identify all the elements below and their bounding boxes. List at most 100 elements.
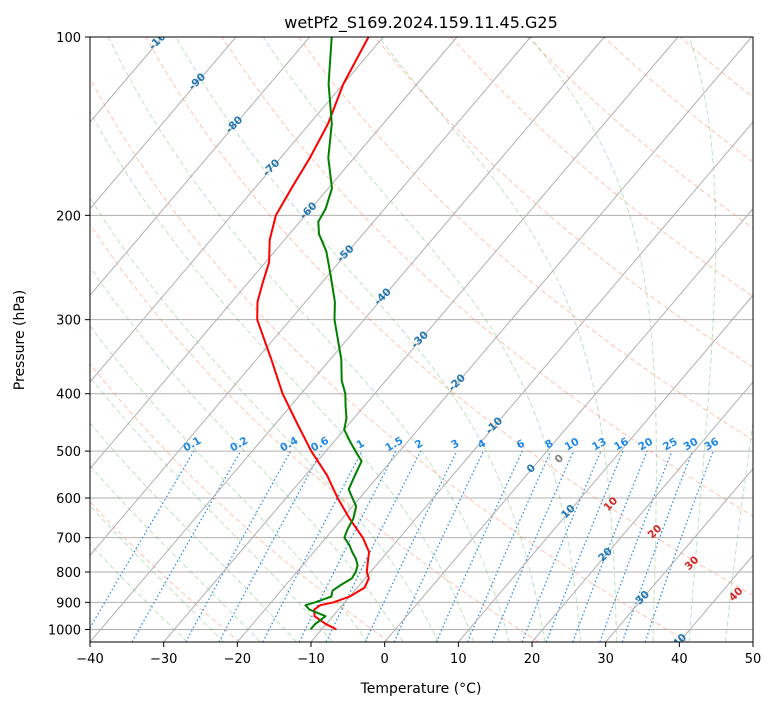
- mixing-ratio-line: [262, 450, 363, 642]
- x-tick-label: 30: [597, 652, 614, 667]
- isotherm-line: [90, 37, 531, 557]
- y-axis-ticks: 100 200 300 400 500 600 700 800 900 1000: [48, 31, 90, 638]
- dry-adiabat-line: [221, 37, 753, 517]
- moist-adiabat-line: [107, 37, 510, 642]
- moist-adiabat-line: [90, 543, 188, 642]
- mixing-ratio-line: [572, 450, 648, 642]
- moist-adiabat-line: [725, 418, 753, 642]
- y-tick-label: 400: [56, 388, 81, 403]
- isotherm-label: -100: [147, 25, 174, 52]
- moist-adiabat-line: [90, 504, 225, 642]
- mixing-ratio-line: [644, 450, 714, 642]
- mixing-ratio-line: [435, 450, 523, 642]
- mixing-ratio-line: [491, 450, 575, 642]
- moist-adiabat-label: 0: [553, 452, 567, 466]
- y-tick-label: 700: [56, 532, 81, 547]
- isotherm-label: -40: [372, 286, 394, 308]
- isotherm-line: [605, 467, 753, 642]
- x-tick-label: 20: [524, 652, 541, 667]
- moist-adiabat-line: [262, 37, 582, 642]
- isotherm-line: [90, 37, 310, 297]
- moist-adiabat-line: [90, 196, 439, 642]
- plot-frame: [89, 36, 754, 643]
- x-tick-label: −20: [224, 652, 251, 667]
- y-tick-label: 900: [56, 596, 81, 611]
- moist-adiabat-line: [90, 464, 261, 642]
- isotherm-line: [236, 37, 752, 642]
- pressure-gridlines: [90, 37, 753, 630]
- x-tick-label: 50: [745, 652, 762, 667]
- y-tick-label: 100: [56, 31, 81, 46]
- moist-adiabat-line: [90, 422, 297, 642]
- y-tick-label: 1000: [48, 623, 81, 638]
- dewpoint-profile: [304, 37, 363, 631]
- x-tick-label: −10: [297, 652, 324, 667]
- mixing-ratio-line: [393, 450, 484, 642]
- moist-adiabat-label: 20: [646, 522, 665, 541]
- mixing-ratio-lines: [90, 450, 714, 642]
- isotherm-line: [752, 641, 753, 642]
- isotherm-line: [457, 294, 753, 642]
- moist-adiabat-line: [688, 37, 717, 642]
- moist-adiabat-label: 30: [683, 554, 702, 573]
- dry-adiabat-line: [450, 37, 753, 298]
- y-tick-label: 300: [56, 314, 81, 329]
- moist-adiabat-line: [90, 325, 369, 642]
- mixing-ratio-line: [621, 450, 693, 642]
- y-tick-label: 200: [56, 209, 81, 224]
- moist-adiabats: [90, 37, 753, 642]
- isotherm-line: [531, 381, 753, 642]
- y-tick-label: 600: [56, 492, 81, 507]
- mixing-ratio-label: 6: [515, 438, 527, 452]
- mixing-ratio-line: [364, 450, 458, 642]
- x-tick-label: −40: [76, 652, 103, 667]
- isotherm-line: [678, 554, 753, 642]
- y-axis-label: Pressure (hPa): [12, 290, 28, 390]
- mixing-ratio-label: 8: [543, 437, 555, 451]
- x-tick-label: 10: [450, 652, 467, 667]
- y-tick-label: 500: [56, 445, 81, 460]
- isotherm-label: 40: [670, 631, 689, 650]
- mixing-ratio-line: [90, 450, 195, 630]
- mixing-ratio-line: [521, 450, 602, 642]
- y-tick-label: 800: [56, 566, 81, 581]
- plot-area: 0.1 0.2 0.4 0.6 1 1.5 2 3 4 6 8 10 13 16 20 25 30 36-100-…: [90, 25, 775, 650]
- x-axis-label: Temperature (°C): [360, 681, 482, 697]
- dry-adiabat-line: [145, 37, 753, 597]
- profiles: [256, 37, 371, 631]
- temperature-profile: [256, 37, 371, 631]
- dry-adiabat-line: [603, 37, 753, 163]
- dry-adiabat-line: [90, 363, 390, 642]
- moist-adiabat-line: [90, 376, 333, 642]
- isotherms: [90, 37, 753, 642]
- isotherm-line: [90, 37, 384, 383]
- dry-adiabat-line: [679, 37, 753, 98]
- moist-adiabat-line: [90, 110, 475, 642]
- moist-adiabat-line: [90, 266, 404, 642]
- x-axis-ticks: −40 −30 −20 −10 0 10 20 30 40 50: [76, 642, 761, 667]
- x-tick-label: −30: [150, 652, 177, 667]
- mixing-ratio-label: 2: [413, 437, 425, 451]
- x-tick-label: 40: [671, 652, 688, 667]
- mixing-ratio-line: [325, 450, 422, 642]
- dry-adiabat-line: [90, 501, 241, 642]
- dry-adiabat-line: [90, 77, 689, 642]
- mixing-ratio-line: [218, 450, 323, 642]
- moist-adiabat-line: [175, 37, 546, 642]
- isotherm-line: [90, 37, 237, 210]
- dry-adiabat-line: [90, 223, 540, 642]
- mixing-ratio-line: [545, 450, 624, 642]
- x-tick-label: 0: [381, 652, 389, 667]
- moist-adiabat-line: [530, 37, 657, 642]
- chart-title: wetPf2_S169.2024.159.11.45.G25: [284, 13, 558, 33]
- mixing-ratio-line: [466, 450, 552, 642]
- isotherm-line: [90, 37, 458, 470]
- mixing-ratio-line: [185, 450, 292, 642]
- mixing-ratio-line: [599, 450, 673, 642]
- dry-adiabat-line: [756, 37, 775, 642]
- isotherm-line: [310, 121, 753, 642]
- mixing-ratio-line: [298, 450, 397, 642]
- mixing-ratio-label: 3: [449, 437, 461, 451]
- isotherm-line: [384, 207, 753, 642]
